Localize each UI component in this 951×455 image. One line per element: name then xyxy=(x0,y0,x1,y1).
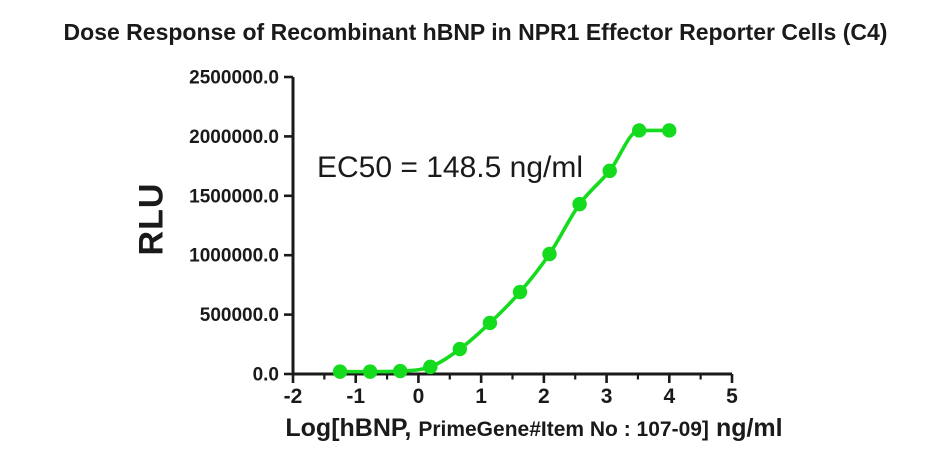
data-point-marker xyxy=(362,364,378,379)
x-tick-label: 0 xyxy=(413,385,425,408)
dose-response-curve xyxy=(338,128,672,374)
x-axis-title-segment-units: ng/ml xyxy=(715,414,783,442)
y-tick-label: 0.0 xyxy=(253,365,279,386)
data-point-marker xyxy=(423,359,438,375)
x-tick-label: -2 xyxy=(284,385,303,408)
y-tick-label: 1000000.0 xyxy=(189,246,279,267)
y-tick-label: 2500000.0 xyxy=(189,68,279,89)
data-point-marker xyxy=(332,364,348,379)
x-axis-title: Log[hBNP, PrimeGene#Item No : 107-09] ng/m… xyxy=(234,414,834,443)
data-point-marker xyxy=(452,341,468,357)
x-axis-title-segment-catalog: PrimeGene#Item No : 107-09] xyxy=(418,418,709,441)
x-tick-label: 1 xyxy=(475,385,487,408)
x-tick-label: 3 xyxy=(601,385,613,408)
data-point-marker xyxy=(602,163,617,179)
y-tick-label: 1500000.0 xyxy=(189,186,279,207)
data-point-marker xyxy=(662,123,677,138)
y-tick-label: 2000000.0 xyxy=(189,127,279,148)
data-point-marker xyxy=(393,363,408,379)
data-point-marker xyxy=(482,315,498,331)
x-tick-label: 2 xyxy=(538,385,550,408)
x-tick-label: -1 xyxy=(346,385,365,408)
data-point-marker xyxy=(542,246,557,262)
x-tick-label: 4 xyxy=(663,385,675,408)
x-tick-label: 5 xyxy=(726,385,738,408)
data-point-marker xyxy=(572,196,587,212)
data-point-marker xyxy=(631,123,647,138)
data-point-marker xyxy=(512,284,528,300)
ec50-annotation: EC50 = 148.5 ng/ml xyxy=(317,151,584,184)
y-tick-label: 500000.0 xyxy=(200,305,279,326)
x-axis-title-segment-main: Log[hBNP, xyxy=(285,414,412,442)
chart-title: Dose Response of Recombinant hBNP in NPR… xyxy=(63,19,888,45)
